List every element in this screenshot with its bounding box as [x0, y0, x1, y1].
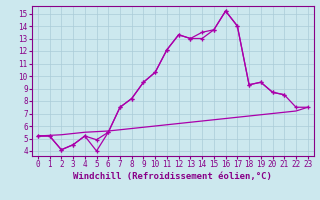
X-axis label: Windchill (Refroidissement éolien,°C): Windchill (Refroidissement éolien,°C): [73, 172, 272, 181]
